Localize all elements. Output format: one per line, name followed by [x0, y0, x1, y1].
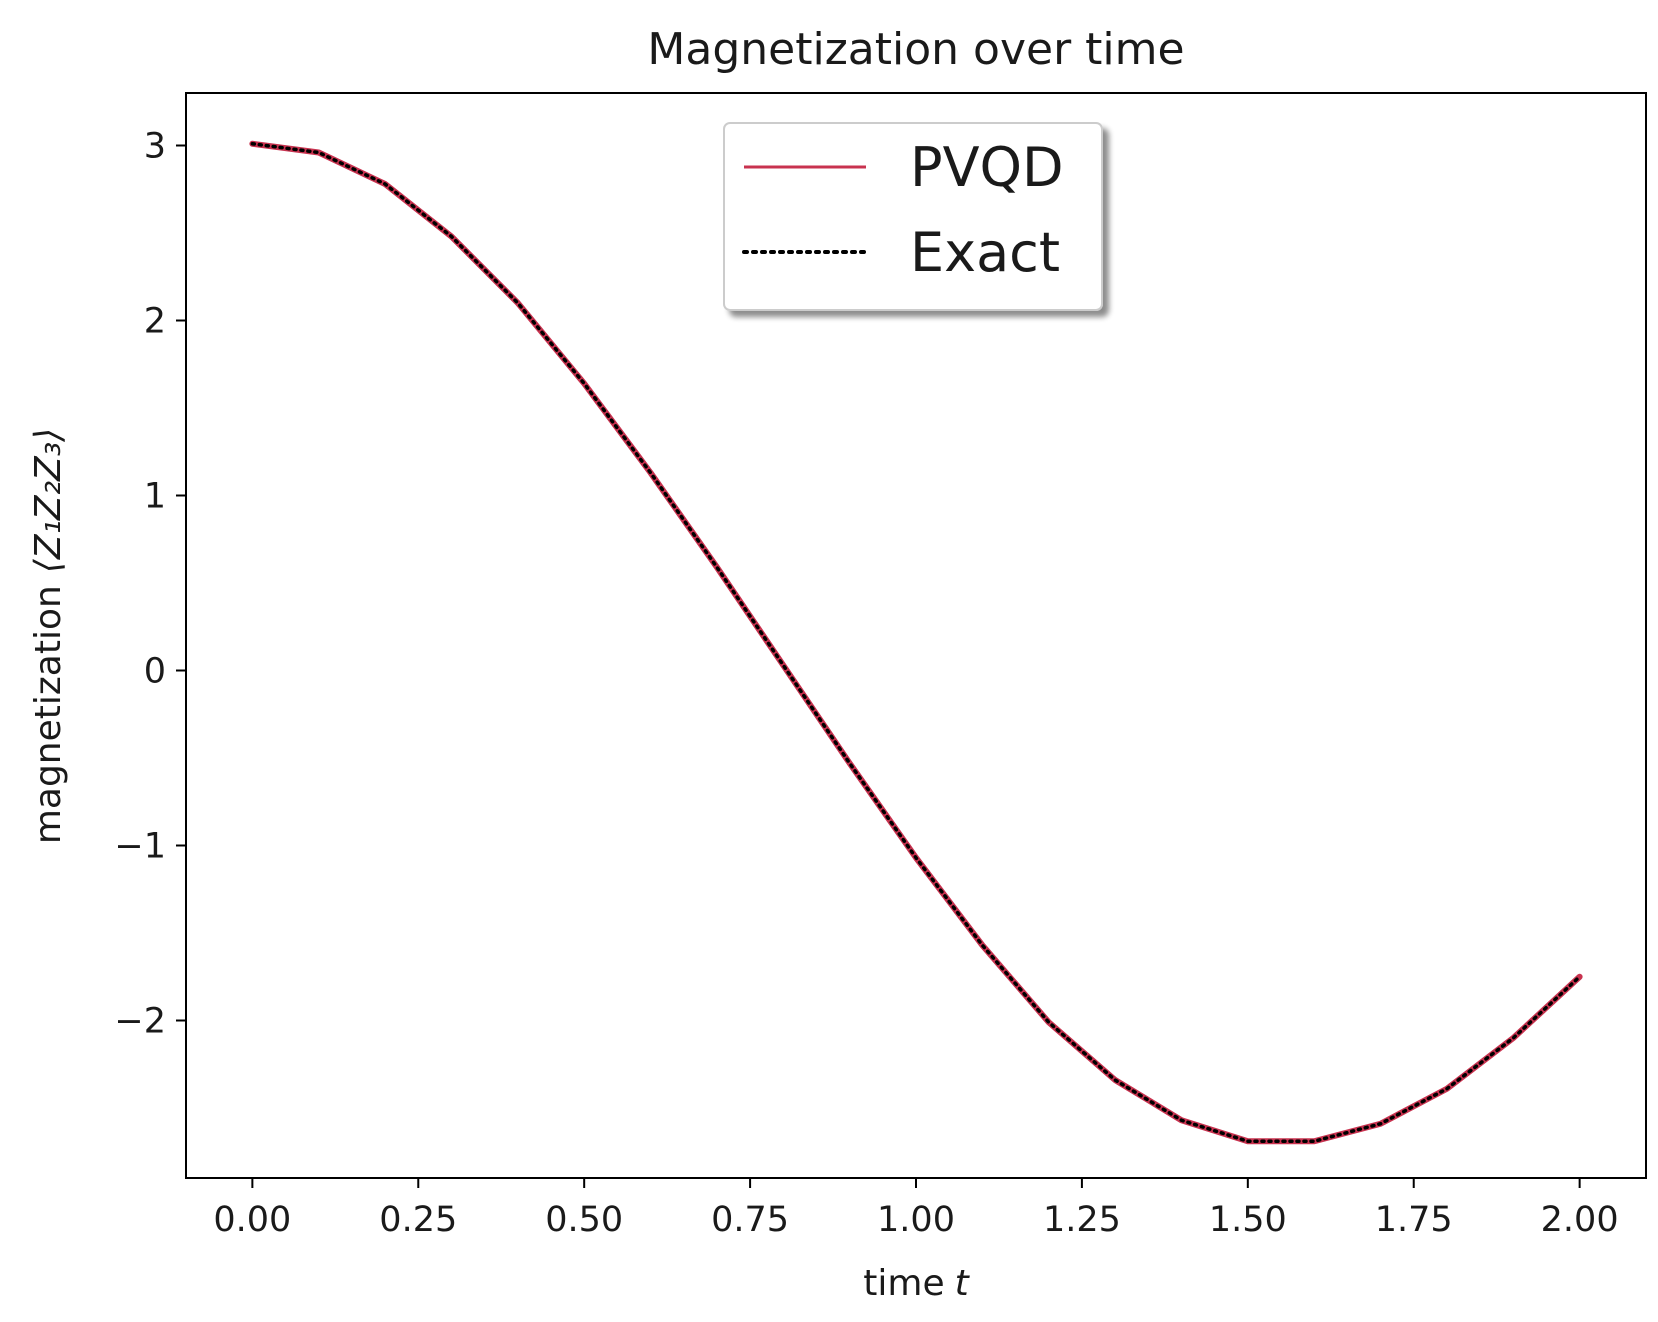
x-tick-label: 0.50 [545, 1200, 623, 1240]
x-tick-label: 0.00 [213, 1200, 291, 1240]
legend-label-pvqd: PVQD [910, 136, 1064, 199]
y-tick-label: 3 [144, 127, 166, 167]
series-layer [249, 140, 1583, 1145]
series-line-exact [250, 142, 1582, 1143]
y-tick-label: 0 [144, 652, 166, 692]
x-tick-label: 1.25 [1043, 1200, 1121, 1240]
y-tick-label: 2 [144, 302, 166, 342]
y-axis-ticks: 3 2 1 0 −1 −2 [114, 127, 186, 1042]
x-tick-label: 1.50 [1209, 1200, 1287, 1240]
x-axis-ticks: 0.00 0.25 0.50 0.75 1.00 1.25 1.50 1.75 2.00 [213, 1178, 1619, 1240]
y-tick-label: 1 [144, 477, 166, 517]
legend: PVQD Exact [723, 122, 1103, 311]
x-tick-label: 2.00 [1541, 1200, 1619, 1240]
x-axis-label-var: t [955, 1263, 971, 1304]
x-tick-label: 0.75 [711, 1200, 789, 1240]
y-tick-label: −1 [114, 827, 166, 867]
legend-label-exact: Exact [910, 221, 1060, 284]
y-axis-label: magnetization ⟨Z₁Z₂Z₃⟩ [28, 428, 69, 844]
legend-box [723, 122, 1103, 311]
x-axis-label-text: time [863, 1263, 944, 1304]
x-axis-label: time t [863, 1263, 970, 1304]
x-tick-label: 1.00 [877, 1200, 955, 1240]
x-tick-label: 1.75 [1375, 1200, 1453, 1240]
y-axis-label-math: ⟨Z₁Z₂Z₃⟩ [28, 428, 69, 573]
y-tick-label: −2 [114, 1002, 166, 1042]
y-axis-label-text: magnetization [28, 585, 69, 844]
chart-title: Magnetization over time [647, 24, 1184, 75]
x-tick-label: 0.25 [379, 1200, 457, 1240]
